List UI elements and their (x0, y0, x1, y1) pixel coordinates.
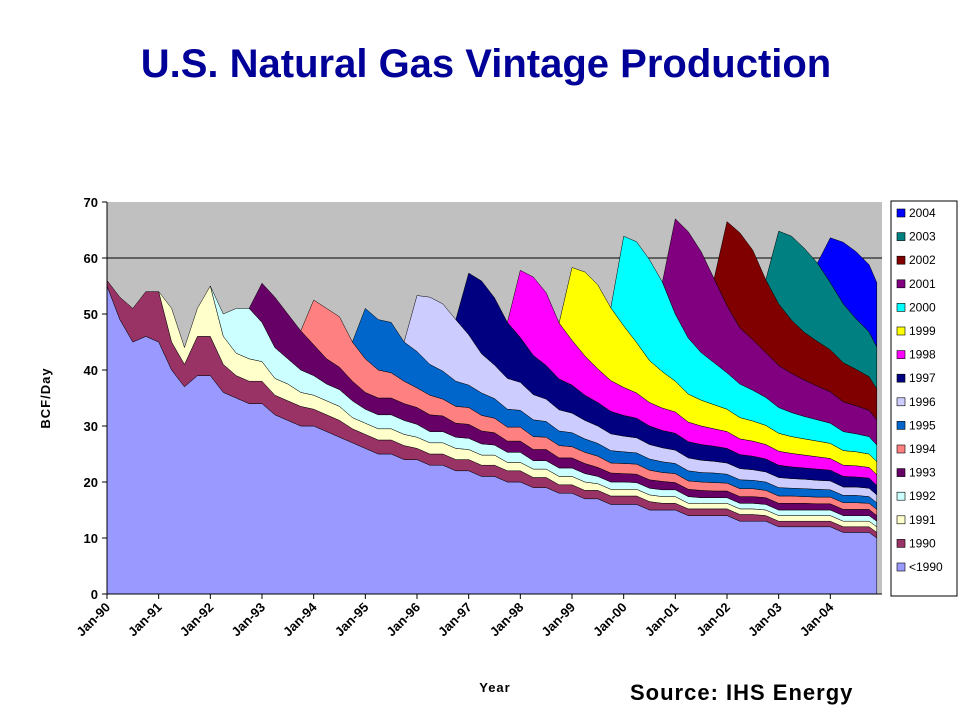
legend-swatch (896, 468, 906, 477)
source-note: Source: IHS Energy (630, 680, 854, 705)
legend-label: 1990 (909, 536, 936, 550)
legend-swatch (896, 491, 906, 501)
legend-label: 1999 (909, 324, 936, 338)
x-axis-title: Year (479, 680, 510, 695)
legend-label: 1998 (909, 348, 936, 362)
legend-label: 1993 (909, 466, 936, 480)
x-tick-label: Jan-96 (383, 600, 423, 640)
x-tick-label: Jan-94 (280, 599, 320, 639)
y-axis-title: BCF/Day (38, 367, 53, 428)
y-tick-label: 0 (91, 587, 98, 602)
x-tick-label: Jan-04 (797, 599, 837, 639)
x-tick-label: Jan-01 (642, 600, 682, 640)
x-tick-label: Jan-93 (228, 600, 268, 640)
legend-label: 1996 (909, 395, 936, 409)
legend-swatch (896, 255, 906, 265)
y-tick-label: 30 (84, 419, 98, 434)
legend-swatch (896, 232, 906, 241)
legend: 2004 2003 2002 2001 2000 1999 1998 1997 1996 1995… (890, 200, 958, 597)
legend-swatch (896, 444, 906, 454)
y-tick-label: 50 (84, 307, 98, 322)
legend-swatch (896, 421, 906, 430)
legend-label: 1995 (909, 418, 936, 432)
legend-label: 1997 (909, 371, 936, 385)
area-series-2003 (765, 230, 878, 390)
legend-label: 1991 (909, 513, 936, 527)
legend-swatch (896, 350, 906, 359)
legend-label: 2004 (909, 206, 936, 220)
x-tick-label: Jan-02 (693, 600, 733, 640)
page-title: U.S. Natural Gas Vintage Production (140, 42, 832, 86)
legend-swatch (896, 279, 906, 289)
legend-label: 2000 (909, 300, 936, 314)
x-tick-label: Jan-03 (745, 600, 785, 640)
y-tick-label: 60 (84, 251, 98, 266)
y-tick-labels: 0 10 20 30 40 50 60 70 (84, 195, 98, 602)
area-series-group (106, 218, 878, 595)
x-tick-label: Jan-00 (590, 600, 630, 640)
y-tick-label: 40 (84, 363, 98, 378)
x-tick-label: Jan-99 (538, 600, 578, 640)
x-tick-label: Jan-90 (73, 600, 113, 640)
legend-swatch (896, 562, 906, 572)
legend-label: 1992 (909, 489, 936, 503)
legend-label: 2003 (909, 230, 936, 244)
legend-swatch (896, 326, 906, 336)
legend-label: 2001 (909, 277, 936, 291)
legend-swatch (896, 373, 906, 383)
legend-swatch (896, 208, 906, 218)
legend-swatch (896, 303, 906, 312)
x-tick-label: Jan-98 (487, 600, 527, 640)
y-tick-label: 10 (84, 531, 98, 546)
x-tick-label: Jan-91 (125, 600, 165, 640)
legend-swatch (896, 397, 906, 407)
area-series-2004 (817, 237, 878, 348)
x-tick-label: Jan-97 (435, 600, 475, 640)
axes (102, 201, 882, 599)
legend-label: 1994 (909, 442, 936, 456)
x-tick-labels: Jan-90 Jan-91 Jan-92 Jan-93 Jan-94 Jan-95 Jan-… (73, 599, 837, 639)
x-tick-label: Jan-95 (332, 600, 372, 640)
legend-swatch (896, 515, 906, 525)
x-tick-label: Jan-92 (177, 600, 217, 640)
legend-label: 2002 (909, 253, 936, 267)
y-tick-label: 20 (84, 475, 98, 490)
legend-label: <1990 (909, 560, 943, 574)
y-tick-label: 70 (84, 195, 98, 210)
legend-swatch (896, 539, 906, 548)
